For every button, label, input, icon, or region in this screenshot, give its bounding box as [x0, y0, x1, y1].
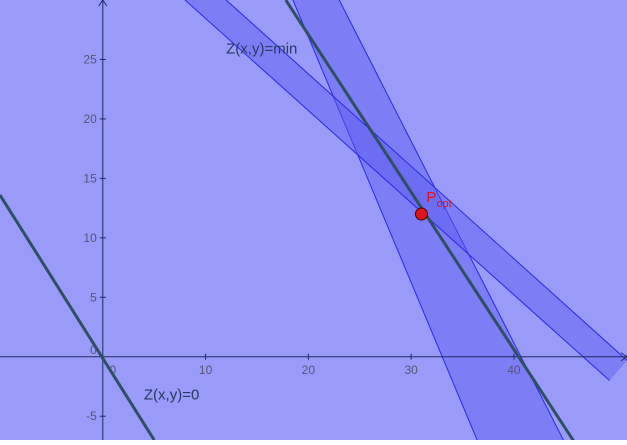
objective-min-label: Z(x,y)=min [226, 41, 297, 58]
optimum-point-group[interactable]: Popt [414, 189, 452, 221]
optimum-label: Popt [426, 189, 451, 210]
objective-min-line [284, 0, 579, 445]
optimum-label-main: P [426, 189, 436, 206]
plot-labels: Z(x,y)=min Z(x,y)=0 [144, 41, 297, 404]
band-moderate-edge-2 [225, 0, 627, 361]
optimum-point[interactable] [414, 207, 428, 221]
band-steep-edge-1 [292, 0, 480, 445]
x-tick-label: 40 [507, 363, 521, 377]
y-tick-label: -5 [86, 409, 97, 423]
objective-zero-line [0, 194, 156, 441]
y-tick-label: 15 [83, 171, 97, 185]
x-tick-label: 30 [404, 363, 418, 377]
x-tick-label: 10 [199, 363, 213, 377]
objective-zero-label: Z(x,y)=0 [144, 387, 199, 404]
x-tick-label: 0 [109, 363, 116, 377]
band-moderate-fill [185, 0, 627, 381]
y-axis-arrow [98, 0, 108, 7]
origin-y-label: 0 [90, 343, 97, 357]
optimum-label-sub: opt [436, 198, 451, 210]
objective-lines [0, 0, 579, 445]
x-tick-label: 20 [302, 363, 316, 377]
x-axis-arrow [620, 352, 627, 362]
y-tick-label: 5 [90, 290, 97, 304]
y-tick-label: 20 [83, 112, 97, 126]
y-tick-label: 25 [83, 52, 97, 66]
band-moderate-edge-1 [184, 0, 610, 381]
y-tick-label: 10 [83, 231, 97, 245]
